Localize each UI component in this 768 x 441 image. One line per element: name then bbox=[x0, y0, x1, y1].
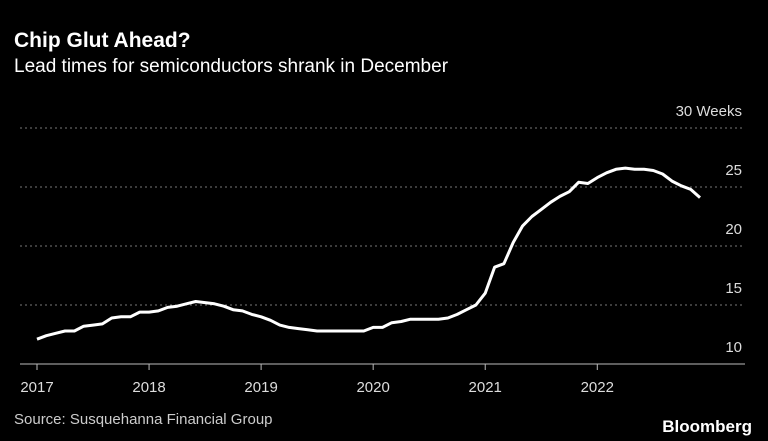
x-tick-label: 2022 bbox=[581, 379, 614, 396]
y-tick-label: 15 bbox=[725, 280, 742, 297]
y-tick-label: 25 bbox=[725, 162, 742, 179]
source: Source: Susquehanna Financial Group bbox=[14, 411, 273, 428]
x-tick-label: 2020 bbox=[356, 379, 389, 396]
x-tick-label: 2021 bbox=[469, 379, 502, 396]
y-tick-label: 10 bbox=[725, 339, 742, 356]
y-tick-label: 20 bbox=[725, 221, 742, 238]
brand: Bloomberg bbox=[662, 417, 752, 436]
y-tick-label: 30 Weeks bbox=[676, 103, 742, 120]
x-tick-label: 2018 bbox=[132, 379, 165, 396]
data-line bbox=[36, 166, 701, 341]
x-tick-label: 2017 bbox=[20, 379, 53, 396]
chart-subtitle: Lead times for semiconductors shrank in … bbox=[14, 56, 449, 77]
x-tick-label: 2019 bbox=[244, 379, 277, 396]
chart-title: Chip Glut Ahead? bbox=[14, 29, 191, 52]
